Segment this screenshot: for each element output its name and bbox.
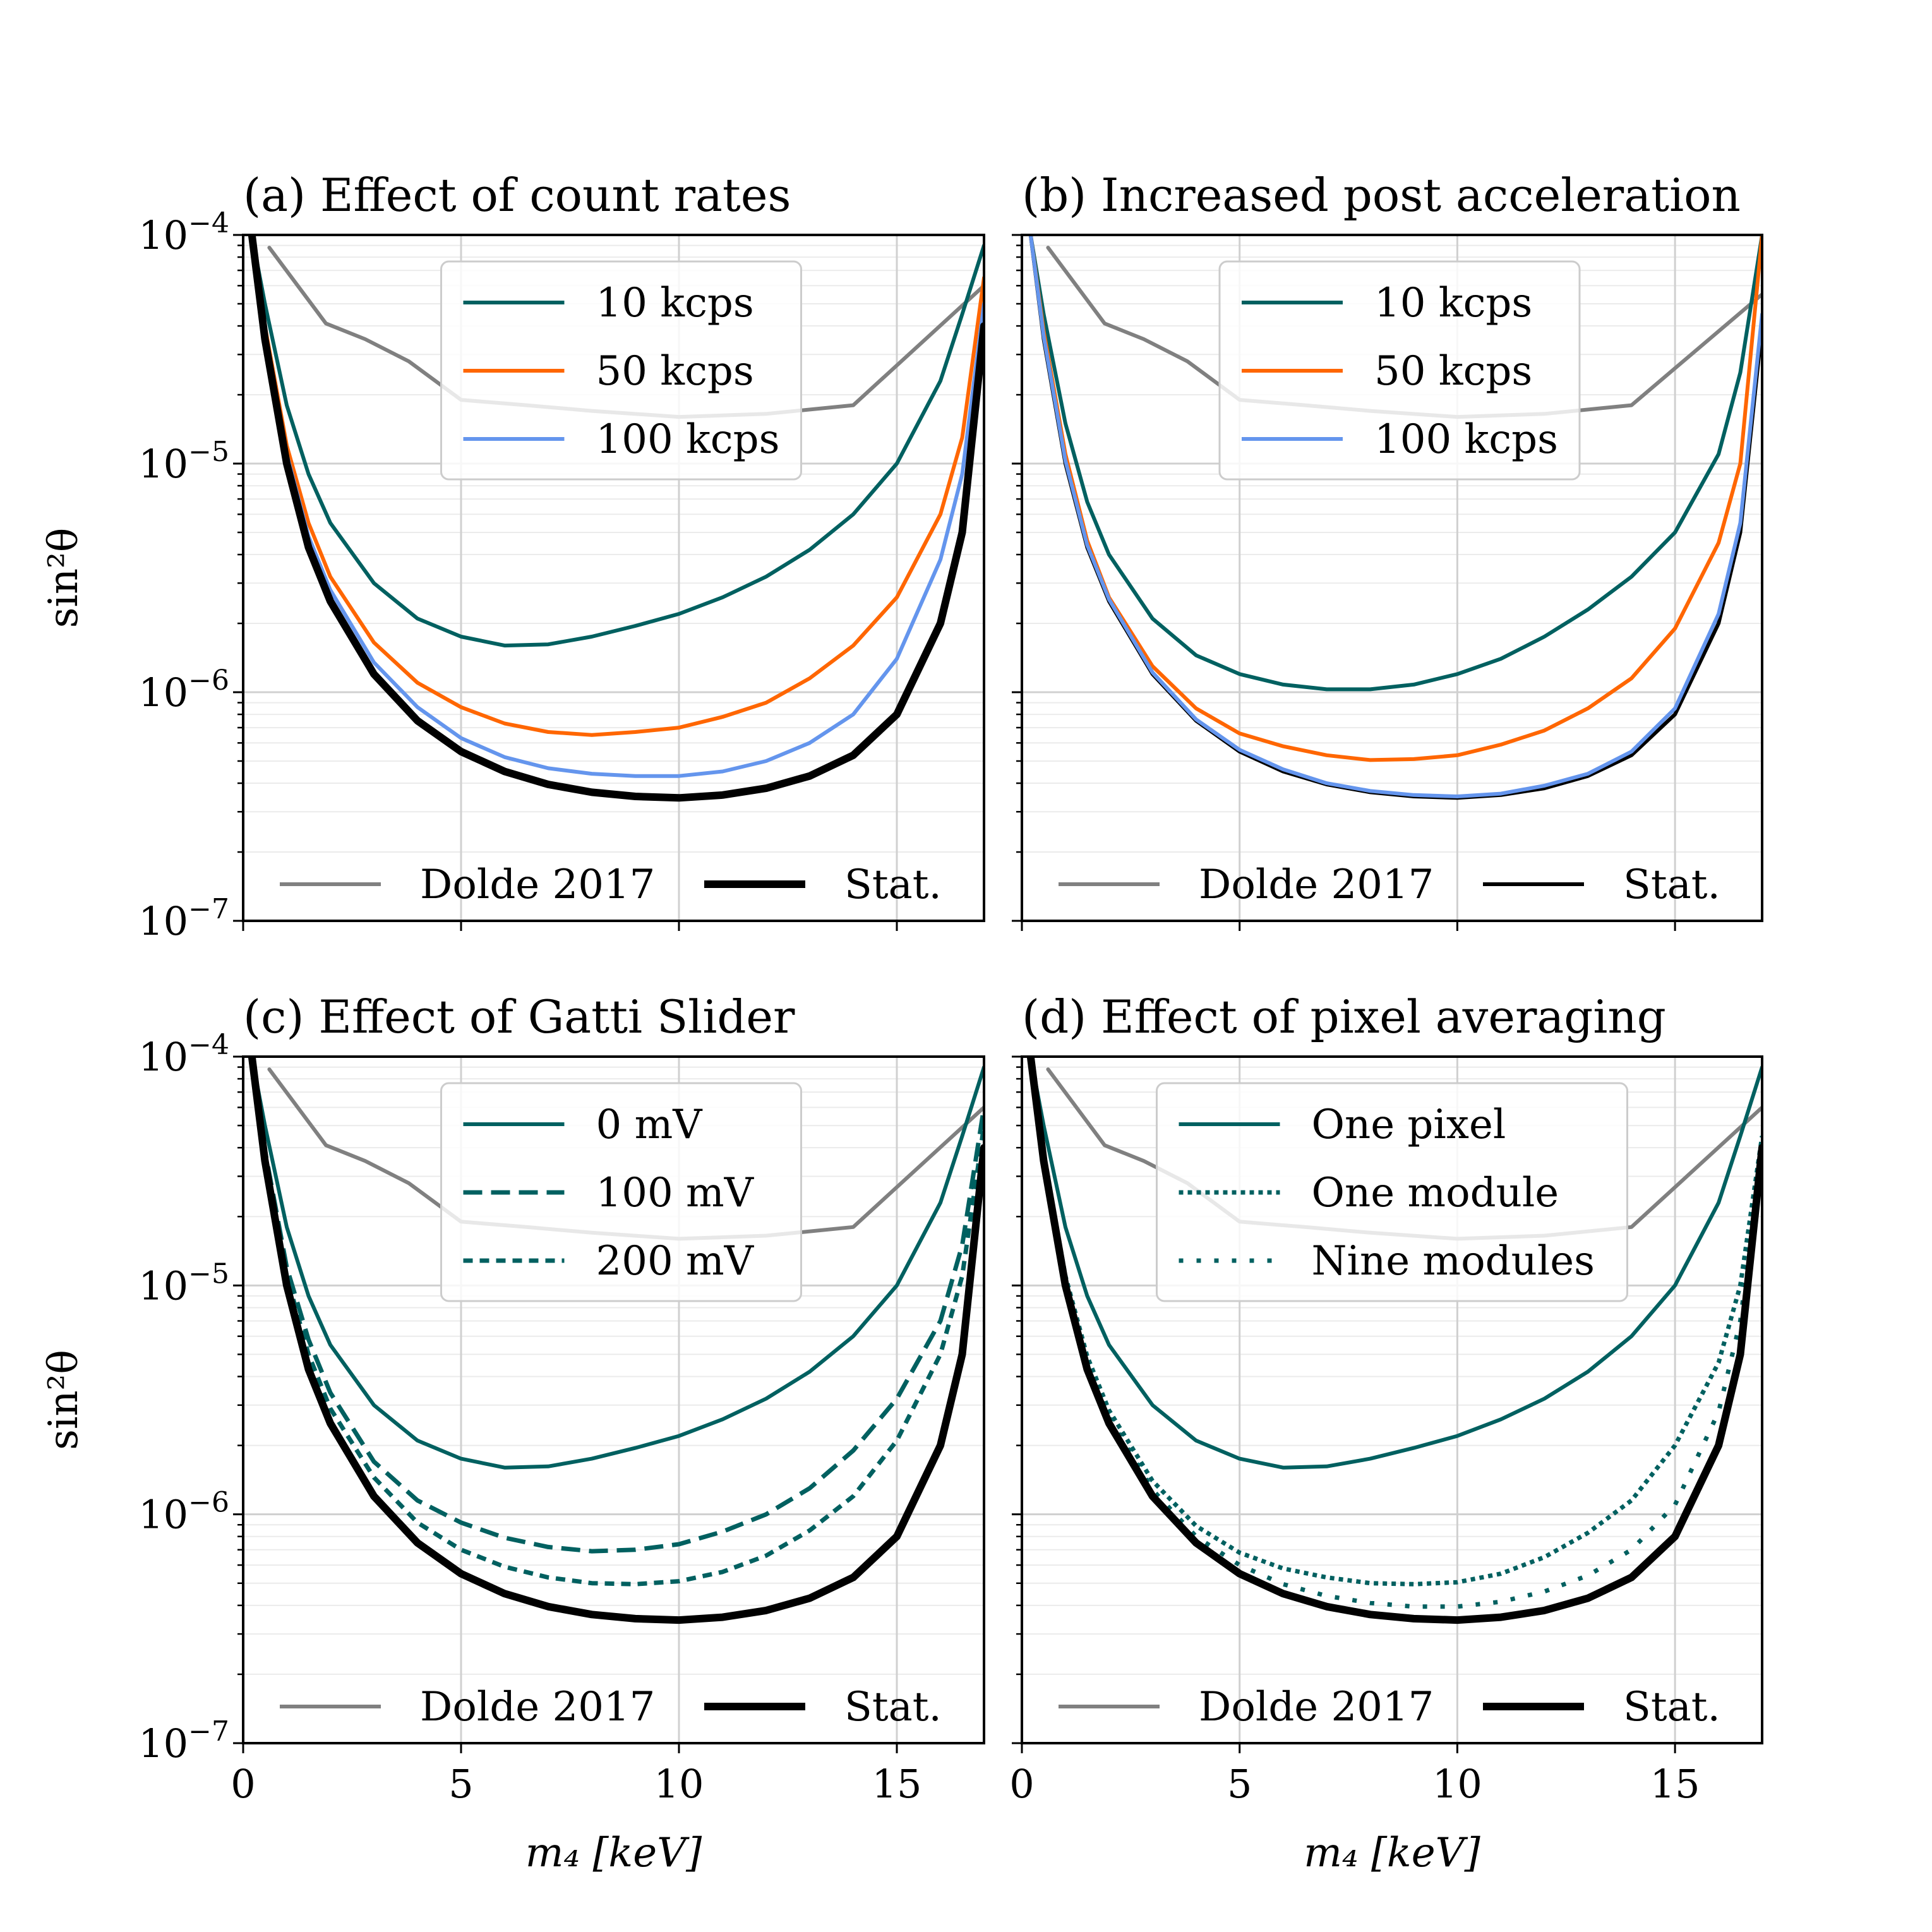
y-tick-label: 10−6 bbox=[138, 1487, 229, 1538]
legend-top: 10 kcps 50 kcps 100 kcps bbox=[440, 260, 802, 481]
legend-label: 50 kcps bbox=[1374, 348, 1532, 395]
legend-label: Dolde 2017 bbox=[420, 1684, 655, 1731]
legend-top: One pixel One module Nine modules bbox=[1156, 1082, 1628, 1302]
y-axis-label: sin²θ bbox=[40, 1350, 87, 1450]
legend-box bbox=[440, 260, 802, 481]
legend-bottom: Dolde 2017 Stat. bbox=[280, 1684, 942, 1731]
legend-label: Stat. bbox=[844, 861, 942, 908]
legend-label: One pixel bbox=[1312, 1101, 1506, 1148]
y-tick-label: 10−7 bbox=[138, 1715, 229, 1767]
legend-label: Stat. bbox=[844, 1684, 942, 1731]
legend-label: 10 kcps bbox=[596, 280, 754, 327]
x-tick-label: 15 bbox=[1650, 1761, 1700, 1807]
legend-top: 0 mV 100 mV 200 mV bbox=[440, 1082, 802, 1302]
y-tick-label: 10−5 bbox=[138, 1257, 229, 1309]
panel-b: (b) Increased post acceleration 10 kcps 50… bbox=[1012, 169, 1763, 931]
legend-label: Stat. bbox=[1623, 1684, 1720, 1731]
legend-label: Dolde 2017 bbox=[420, 861, 655, 908]
axes-frame bbox=[242, 234, 985, 922]
legend-label: 100 mV bbox=[596, 1170, 755, 1216]
x-tick-label: 10 bbox=[654, 1761, 704, 1807]
series-line-100-mv bbox=[249, 1057, 984, 1554]
legend-label: Dolde 2017 bbox=[1199, 861, 1434, 908]
panel-title: (a) Effect of count rates bbox=[243, 169, 791, 222]
axes-frame bbox=[1021, 234, 1763, 922]
legend-box bbox=[1156, 1082, 1628, 1302]
y-tick-label: 10−5 bbox=[138, 436, 229, 487]
x-tick-label: 5 bbox=[448, 1761, 473, 1807]
legend-label: 10 kcps bbox=[1374, 280, 1532, 327]
series-line-stat- bbox=[1026, 1057, 1762, 1624]
panel-d: 0 5 10 15 (d) Effect of pixel averaging m₄ [k… bbox=[1009, 990, 1763, 1876]
legend-label: 50 kcps bbox=[596, 348, 754, 395]
x-tick-label: 15 bbox=[872, 1761, 922, 1807]
y-axis-label: sin²θ bbox=[40, 528, 87, 628]
y-tick-label: 10−4 bbox=[138, 1029, 229, 1080]
series-line-0-mv bbox=[249, 1057, 984, 1470]
legend-label: Nine modules bbox=[1312, 1238, 1595, 1285]
series-line-one-pixel bbox=[1028, 1057, 1762, 1470]
series-line-10-kcps bbox=[249, 235, 984, 648]
x-tick-label: 10 bbox=[1432, 1761, 1482, 1807]
x-axis-label: m₄ [keV] bbox=[525, 1830, 703, 1876]
x-tick-label: 5 bbox=[1227, 1761, 1252, 1807]
series-line-100-kcps bbox=[249, 235, 984, 778]
x-tick-label: 0 bbox=[231, 1761, 255, 1807]
y-tick-label: 10−7 bbox=[138, 893, 229, 944]
y-tick-label: 10−6 bbox=[138, 664, 229, 716]
series-line-stat- bbox=[248, 1057, 984, 1624]
legend-top: 10 kcps 50 kcps 100 kcps bbox=[1218, 260, 1581, 481]
series-line-stat- bbox=[248, 235, 984, 802]
series-group bbox=[1028, 235, 1762, 800]
y-tick-label: 10−4 bbox=[138, 207, 229, 258]
panel-title: (c) Effect of Gatti Slider bbox=[243, 990, 795, 1043]
legend-label: 0 mV bbox=[596, 1101, 704, 1148]
x-axis-label: m₄ [keV] bbox=[1304, 1830, 1481, 1876]
series-line-10-kcps bbox=[1028, 235, 1762, 692]
legend-label: 100 kcps bbox=[596, 416, 780, 463]
panel-title: (b) Increased post acceleration bbox=[1022, 169, 1741, 222]
legend-bottom: Dolde 2017 Stat. bbox=[1059, 861, 1720, 908]
legend-bottom: Dolde 2017 Stat. bbox=[280, 861, 942, 908]
series-line-50-kcps bbox=[249, 235, 984, 737]
series-line-200-mv bbox=[249, 1057, 984, 1587]
panel-title: (d) Effect of pixel averaging bbox=[1022, 990, 1666, 1043]
axes-frame bbox=[1021, 1055, 1763, 1744]
legend-label: 100 kcps bbox=[1374, 416, 1558, 463]
panel-c: 10−7 10−6 10−5 10−4 0 5 10 15 (c) Effect of Gatt… bbox=[40, 990, 985, 1876]
axes-frame bbox=[242, 1055, 985, 1744]
legend-label: Stat. bbox=[1623, 861, 1720, 908]
legend-label: 200 mV bbox=[596, 1238, 755, 1285]
x-tick-label: 0 bbox=[1009, 1761, 1034, 1807]
series-line-100-kcps bbox=[1028, 235, 1762, 798]
legend-label: Dolde 2017 bbox=[1199, 1684, 1434, 1731]
series-line-nine-modules bbox=[1028, 1057, 1762, 1609]
legend-bottom: Dolde 2017 Stat. bbox=[1059, 1684, 1720, 1731]
legend-box bbox=[1218, 260, 1581, 481]
legend-label: One module bbox=[1312, 1170, 1559, 1216]
panel-a: 10−7 10−6 10−5 10−4 (a) Effect of count rate… bbox=[40, 169, 985, 944]
legend-box bbox=[440, 1082, 802, 1302]
